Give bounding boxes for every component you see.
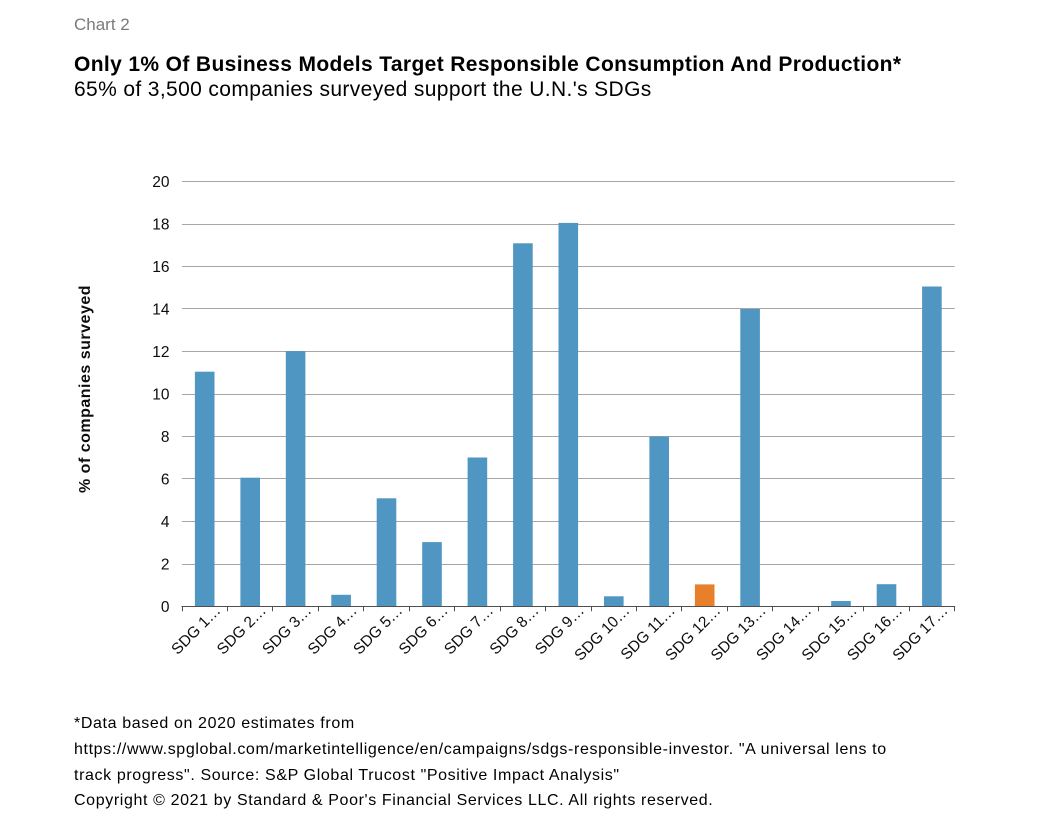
svg-text:20: 20 (152, 174, 170, 191)
svg-text:SDG 1…: SDG 1… (168, 602, 224, 658)
svg-text:6: 6 (161, 471, 170, 488)
svg-text:SDG 3…: SDG 3… (259, 602, 315, 658)
svg-text:SDG 4…: SDG 4… (305, 602, 361, 658)
svg-text:16: 16 (152, 259, 169, 276)
svg-text:SDG 5…: SDG 5… (350, 602, 406, 658)
svg-text:SDG 8…: SDG 8… (487, 602, 543, 658)
svg-text:% of companies surveyed: % of companies surveyed (77, 285, 94, 493)
svg-text:0: 0 (161, 599, 170, 616)
svg-text:8: 8 (161, 429, 170, 446)
svg-text:SDG 6…: SDG 6… (396, 602, 452, 658)
svg-text:SDG 2…: SDG 2… (214, 602, 270, 658)
svg-text:12: 12 (152, 344, 169, 361)
svg-text:SDG 7…: SDG 7… (441, 602, 497, 658)
svg-text:14: 14 (152, 301, 170, 318)
svg-text:2: 2 (161, 556, 170, 573)
svg-text:18: 18 (152, 216, 169, 233)
svg-text:10: 10 (152, 386, 170, 403)
svg-text:4: 4 (161, 514, 170, 531)
